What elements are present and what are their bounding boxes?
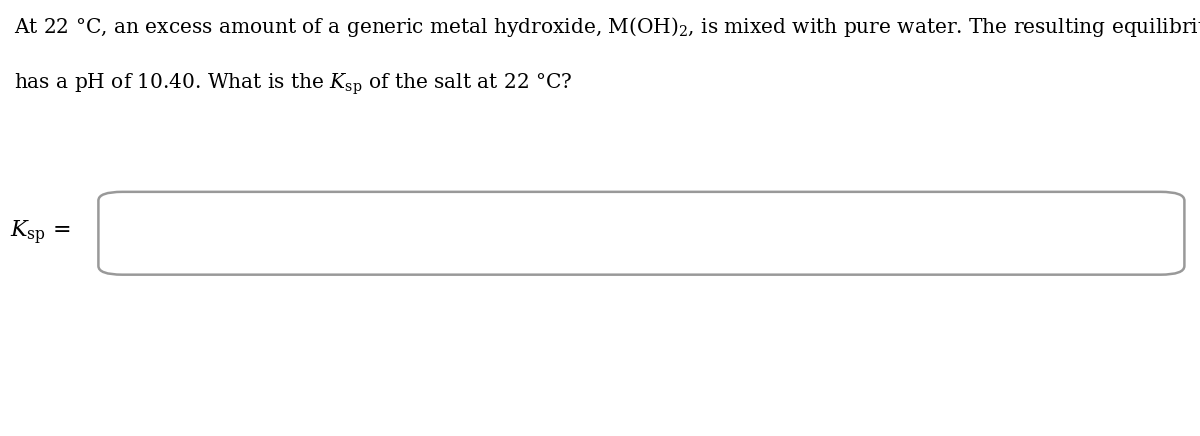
Text: has a pH of 10.40. What is the $K_{\mathrm{sp}}$ of the salt at 22 °C?: has a pH of 10.40. What is the $K_{\math… <box>14 72 572 97</box>
Text: At 22 °C, an excess amount of a generic metal hydroxide, M(OH)$_2$, is mixed wit: At 22 °C, an excess amount of a generic … <box>14 15 1200 39</box>
Text: $K_{\mathrm{sp}}$ =: $K_{\mathrm{sp}}$ = <box>10 219 71 247</box>
FancyBboxPatch shape <box>98 192 1184 275</box>
